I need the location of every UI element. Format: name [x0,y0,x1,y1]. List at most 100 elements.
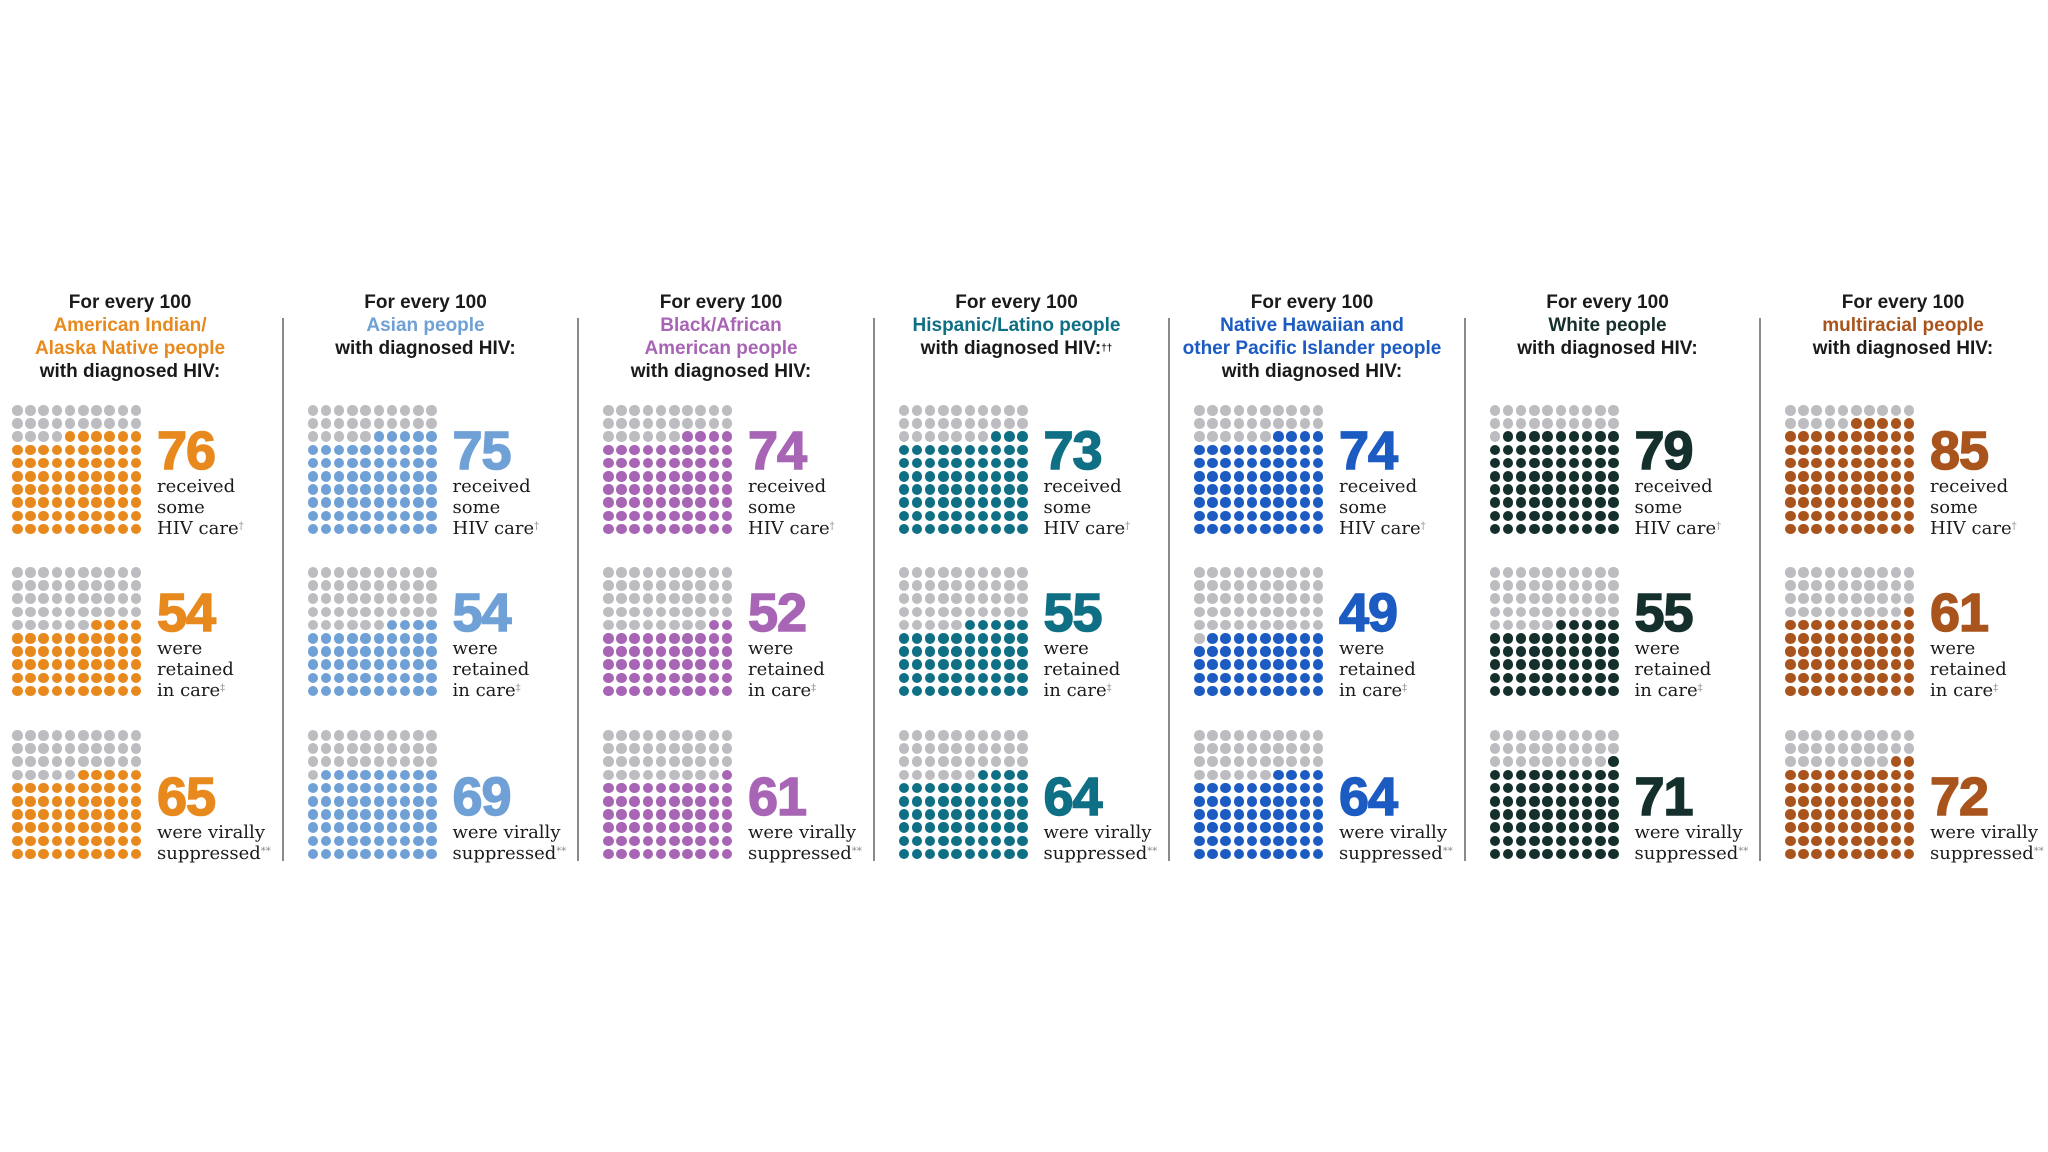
dot-filled [91,822,102,833]
dot-filled [12,497,23,508]
dot-filled [78,444,89,456]
dot-filled [1515,848,1527,860]
dot-filled [1595,471,1606,482]
dot-filled [1903,835,1915,847]
dot-filled [1515,672,1527,684]
dot-empty [51,431,63,442]
dot-empty [1568,743,1580,754]
dot-empty [1785,593,1796,604]
dot-filled [1837,633,1849,644]
dot-empty [1555,418,1567,429]
dot-filled [413,523,424,535]
dot-filled [1851,497,1862,508]
dot-filled [117,782,129,794]
label-line: in care‡ [157,680,226,701]
dot-filled [333,659,345,670]
dot-filled [1903,523,1915,535]
waffle-grid-retained [307,567,440,699]
dot-filled [347,484,358,495]
dot-empty [1798,567,1809,578]
dot-empty [951,405,962,416]
dot-empty [1798,606,1809,618]
dot-empty [1207,756,1218,767]
dot-filled [104,848,115,860]
dot-filled [603,672,614,684]
dot-filled [38,822,49,833]
stat-value: 75 [452,421,513,481]
dot-empty [1798,593,1809,604]
dot-empty [1529,619,1540,631]
dot-filled [1004,646,1015,657]
dot-filled [898,848,910,860]
dot-filled [1542,659,1553,670]
dot-empty [1595,730,1606,741]
dot-filled [1595,848,1606,860]
dot-empty [603,431,614,442]
dot-filled [1903,633,1915,644]
dot-filled [1851,444,1862,456]
dot-filled [1785,672,1796,684]
dot-empty [616,567,627,578]
dot-filled [38,782,49,794]
dot-filled [399,431,411,442]
dot-filled [911,444,923,456]
dot-filled [898,457,910,469]
dot-filled [360,809,371,820]
dot-filled [629,510,640,522]
dot-empty [1286,730,1297,741]
dot-filled [1798,796,1809,807]
dot-filled [695,796,706,807]
dot-empty [1568,418,1580,429]
dot-empty [642,619,654,631]
dot-filled [695,848,706,860]
dot-filled [347,685,358,697]
dot-filled [1824,769,1836,781]
dot-filled [1837,510,1849,522]
label-line: received [157,476,236,497]
dot-empty [898,743,910,754]
dot-filled [990,444,1002,456]
stat-value: 61 [1929,583,1990,643]
dot-empty [12,743,23,754]
dot-empty [1581,405,1593,416]
dot-filled [1286,685,1297,697]
dot-filled [1555,510,1567,522]
dot-filled [1811,431,1822,442]
dot-filled [1581,646,1593,657]
stat-retained: 55 were retained in care‡ [1634,585,1711,701]
dot-filled [78,672,89,684]
dot-filled [1312,822,1324,833]
dot-empty [938,418,949,429]
dot-filled [721,848,733,860]
dot-empty [1312,743,1324,754]
dot-empty [1220,606,1231,618]
dot-filled [386,484,398,495]
dot-filled [307,523,319,535]
dot-filled [64,848,76,860]
dot-filled [386,646,398,657]
dot-filled [1595,523,1606,535]
dot-empty [721,743,733,754]
dot-empty [1194,418,1205,429]
dot-filled [91,431,102,442]
dot-empty [911,405,923,416]
dot-filled [1785,510,1796,522]
dot-filled [938,822,949,833]
dot-filled [655,457,667,469]
dot-filled [130,484,142,495]
dot-empty [603,593,614,604]
dot-empty [629,743,640,754]
dot-filled [1608,822,1619,833]
dot-empty [117,580,129,591]
dot-filled [117,809,129,820]
dot-filled [1207,471,1218,482]
dot-filled [1798,523,1809,535]
dot-filled [721,633,733,644]
dot-filled [669,444,680,456]
dot-filled [1608,510,1619,522]
dot-empty [399,567,411,578]
dot-filled [964,444,976,456]
dot-empty [1824,730,1836,741]
dot-empty [1502,730,1514,741]
stat-value: 61 [747,767,808,827]
